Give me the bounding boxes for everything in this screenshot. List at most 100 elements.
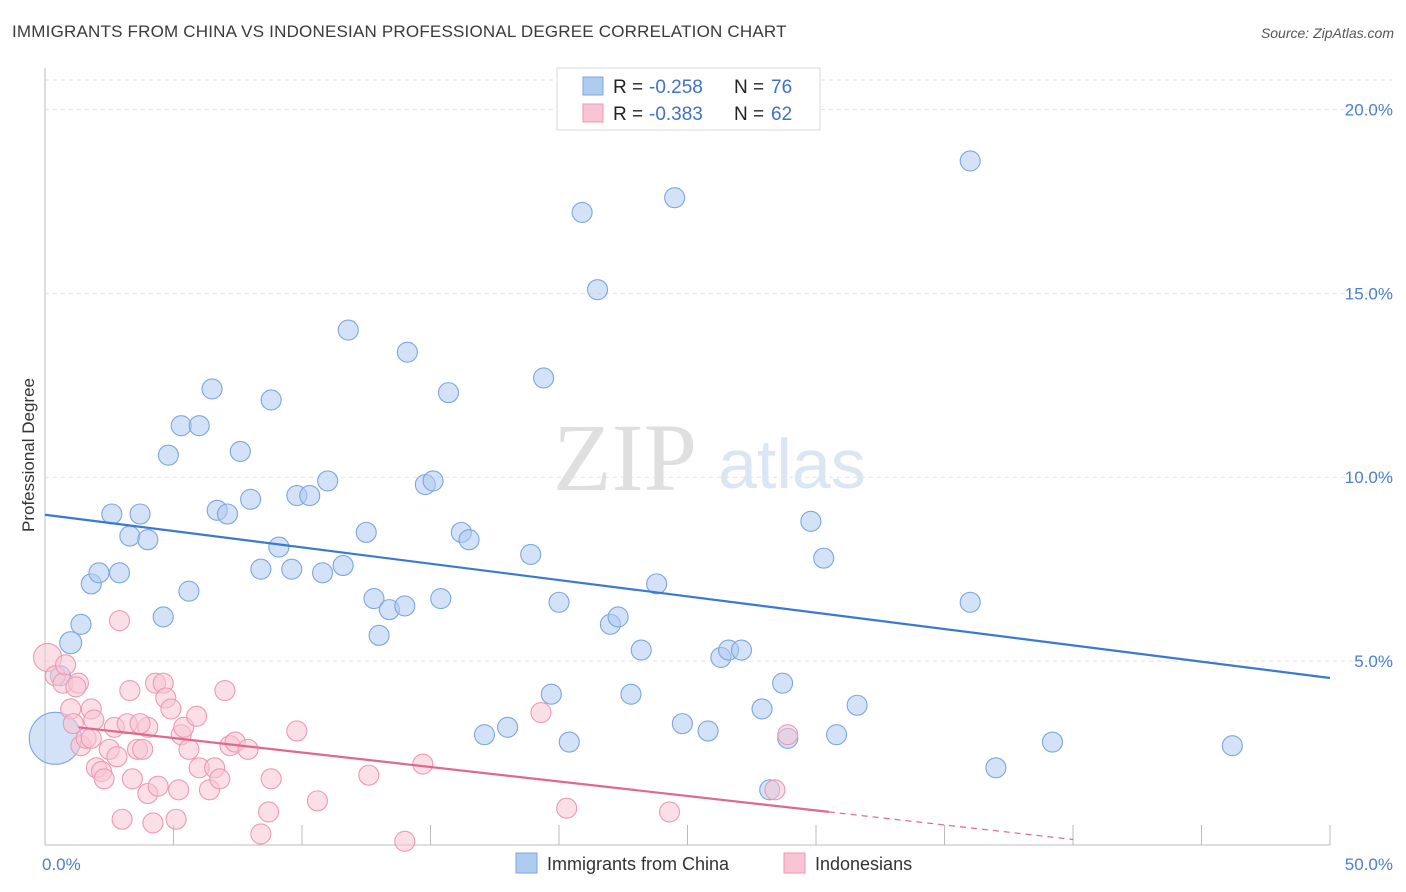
point-0-14 bbox=[188, 415, 210, 437]
trend-line-0 bbox=[44, 513, 1331, 680]
point-1-22 bbox=[121, 768, 143, 790]
point-1-24 bbox=[132, 738, 154, 760]
point-0-4 bbox=[88, 562, 110, 584]
point-0-58 bbox=[697, 720, 719, 742]
point-0-10 bbox=[152, 606, 174, 628]
point-0-56 bbox=[664, 187, 686, 209]
point-1-59 bbox=[777, 724, 799, 746]
point-0-55 bbox=[646, 573, 668, 595]
trend-line-1 bbox=[78, 726, 829, 813]
point-0-19 bbox=[240, 488, 262, 510]
point-1-11 bbox=[83, 709, 105, 731]
point-0-57 bbox=[671, 713, 693, 735]
legend: R = -0.258 N = 76 R = -0.383 N = 62 bbox=[556, 67, 821, 131]
point-1-27 bbox=[142, 812, 164, 834]
point-0-21 bbox=[260, 389, 282, 411]
point-1-47 bbox=[250, 823, 272, 845]
point-0-43 bbox=[497, 716, 519, 738]
point-0-9 bbox=[137, 529, 159, 551]
point-0-68 bbox=[826, 724, 848, 746]
point-1-57 bbox=[658, 801, 681, 823]
point-1-55 bbox=[530, 702, 552, 724]
point-0-53 bbox=[620, 683, 642, 705]
point-1-54 bbox=[412, 753, 434, 775]
legend-n-value-indonesians: 62 bbox=[771, 104, 792, 125]
point-0-52 bbox=[607, 606, 629, 628]
point-1-42 bbox=[209, 768, 231, 790]
point-1-17 bbox=[106, 746, 128, 768]
y-tick-label-0: 5.0% bbox=[1354, 652, 1393, 671]
point-1-29 bbox=[147, 775, 169, 797]
point-0-39 bbox=[437, 382, 460, 404]
point-1-38 bbox=[186, 705, 208, 727]
bottom-legend-swatch-china bbox=[515, 852, 538, 874]
point-0-35 bbox=[396, 341, 418, 363]
point-1-53 bbox=[394, 830, 416, 852]
point-0-72 bbox=[985, 757, 1007, 779]
point-0-17 bbox=[216, 503, 239, 525]
point-0-26 bbox=[312, 562, 334, 584]
point-0-74 bbox=[1221, 735, 1243, 757]
point-0-71 bbox=[959, 591, 981, 613]
point-0-28 bbox=[332, 554, 354, 577]
point-1-18 bbox=[108, 610, 131, 632]
point-0-15 bbox=[201, 378, 223, 400]
grid-lines bbox=[45, 79, 1392, 662]
point-0-13 bbox=[178, 580, 200, 602]
point-0-7 bbox=[119, 525, 141, 547]
series-1 bbox=[33, 610, 799, 852]
point-0-54 bbox=[630, 639, 652, 661]
point-1-43 bbox=[214, 679, 236, 702]
legend-r-value-indonesians: -0.383 bbox=[649, 104, 703, 125]
point-0-62 bbox=[751, 698, 773, 720]
legend-swatch-china bbox=[582, 76, 604, 96]
chart-title: IMMIGRANTS FROM CHINA VS INDONESIAN PROF… bbox=[12, 22, 787, 41]
point-0-30 bbox=[355, 521, 377, 543]
point-1-9 bbox=[80, 727, 102, 749]
watermark-atlas: atlas bbox=[718, 425, 866, 503]
bottom-legend-label-china: Immigrants from China bbox=[547, 854, 730, 874]
point-0-67 bbox=[813, 547, 835, 569]
point-0-64 bbox=[772, 672, 794, 694]
point-1-19 bbox=[111, 808, 133, 830]
point-0-5 bbox=[101, 503, 123, 525]
point-0-37 bbox=[422, 470, 444, 492]
trend-line-dashed-1 bbox=[828, 811, 1074, 841]
legend-n-label-indonesians: N = bbox=[734, 104, 764, 125]
legend-r-value-china: -0.258 bbox=[649, 77, 703, 98]
point-0-20 bbox=[250, 558, 272, 580]
y-tick-label-1: 10.0% bbox=[1345, 468, 1393, 487]
point-0-2 bbox=[70, 613, 92, 635]
point-1-49 bbox=[260, 768, 282, 790]
point-0-66 bbox=[800, 510, 822, 532]
legend-n-value-china: 76 bbox=[771, 77, 792, 98]
point-0-22 bbox=[268, 536, 290, 558]
point-1-60 bbox=[65, 676, 87, 698]
point-1-34 bbox=[168, 779, 190, 801]
legend-r-label-china: R = bbox=[613, 77, 643, 98]
point-0-47 bbox=[548, 591, 570, 613]
point-1-58 bbox=[764, 779, 786, 801]
point-1-50 bbox=[286, 720, 308, 742]
legend-n-label-china: N = bbox=[734, 77, 764, 98]
point-1-48 bbox=[258, 801, 280, 823]
x-tick-label-0: 0.0% bbox=[42, 855, 81, 874]
point-1-14 bbox=[93, 768, 115, 790]
point-1-3 bbox=[55, 654, 77, 676]
bottom-legend: Immigrants from China Indonesians bbox=[515, 852, 912, 874]
point-1-5 bbox=[62, 713, 84, 735]
point-0-41 bbox=[458, 529, 480, 551]
point-1-33 bbox=[165, 808, 187, 830]
point-0-6 bbox=[108, 562, 131, 584]
point-1-32 bbox=[160, 698, 182, 720]
point-0-18 bbox=[229, 440, 251, 463]
point-0-44 bbox=[520, 543, 542, 565]
point-0-69 bbox=[846, 694, 868, 716]
point-0-11 bbox=[157, 444, 179, 466]
y-axis-label: Professional Degree bbox=[19, 378, 38, 532]
series-layer bbox=[28, 150, 1243, 852]
legend-r-label-indonesians: R = bbox=[613, 104, 643, 125]
point-0-32 bbox=[368, 624, 390, 646]
x-tick-label-1: 50.0% bbox=[1345, 855, 1393, 874]
point-0-73 bbox=[1041, 731, 1063, 753]
